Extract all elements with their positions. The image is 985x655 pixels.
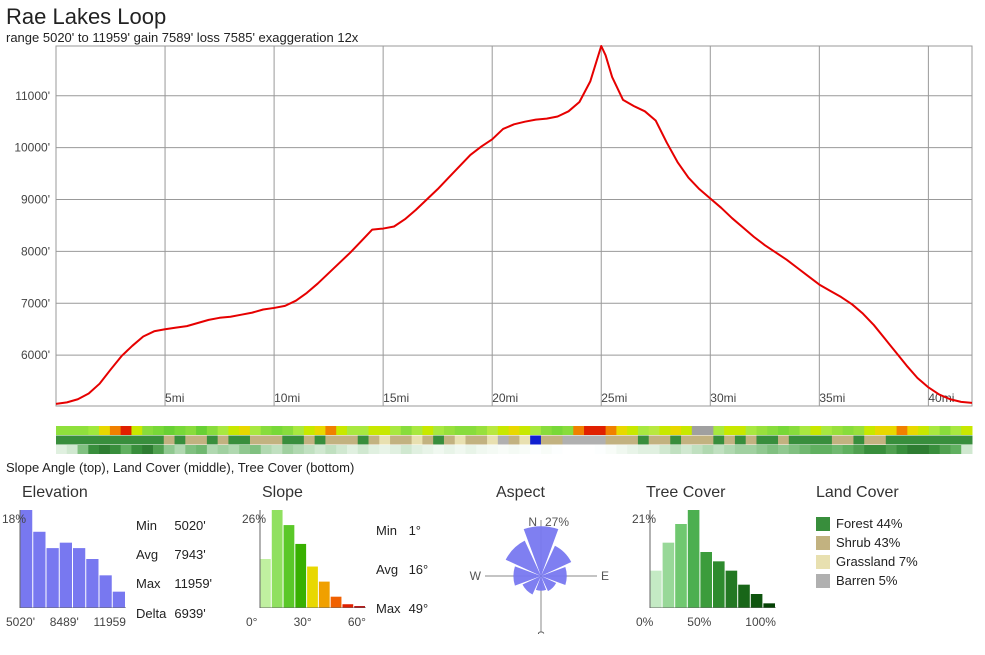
slope-peak-label: 26% [242,512,266,526]
treecover-panel: Tree Cover 21% 0% 50% 100% [636,484,816,650]
treecover-peak-label: 21% [632,512,656,526]
landcover-label: Grassland 7% [836,554,918,569]
svg-text:5mi: 5mi [165,391,184,405]
svg-text:27%: 27% [545,515,569,529]
svg-text:15mi: 15mi [383,391,409,405]
landcover-swatch [816,574,830,588]
tree-axis-1: 50% [687,615,711,629]
aspect-panel-title: Aspect [466,484,636,502]
treecover-hist-axis: 0% 50% 100% [636,615,776,629]
svg-text:11000': 11000' [15,89,50,103]
slope-panel: Slope 26% 0° 30° 60° Min1° Avg16° Max49° [246,484,466,650]
elevation-stats: Min5020' Avg7943' Max11959' Delta6939' [134,510,220,629]
data-strips [6,426,978,454]
svg-text:7000': 7000' [21,296,50,310]
landcover-item: Barren 5% [816,573,976,588]
elev-axis-2: 11959 [94,615,126,629]
elev-delta: 6939' [174,600,218,627]
landcover-legend: Forest 44% Shrub 43% Grassland 7% Barren 5% [816,516,976,588]
treecover-histogram [636,510,776,608]
svg-text:35mi: 35mi [819,391,845,405]
landcover-item: Forest 44% [816,516,976,531]
svg-text:20mi: 20mi [492,391,518,405]
slope-axis-1: 30° [294,615,312,629]
tree-axis-0: 0% [636,615,653,629]
svg-text:30mi: 30mi [710,391,736,405]
slope-stats: Min1° Avg16° Max49° [374,510,436,629]
landcover-swatch [816,555,830,569]
svg-text:10mi: 10mi [274,391,300,405]
aspect-rose: N 27% S E W [466,506,616,634]
stats-panels: Elevation 18% 5020' 8489' 11959 Min5020'… [6,484,978,650]
svg-text:E: E [601,569,609,583]
slope-axis-0: 0° [246,615,257,629]
svg-text:10000': 10000' [14,141,50,155]
slope-axis-2: 60° [348,615,366,629]
elev-max: 11959' [174,571,218,598]
svg-text:S: S [537,629,545,634]
slope-min: 1° [409,512,435,549]
elevation-panel: Elevation 18% 5020' 8489' 11959 Min5020'… [6,484,246,650]
svg-text:W: W [470,569,482,583]
svg-text:8000': 8000' [21,244,50,258]
landcover-label: Shrub 43% [836,535,900,550]
slope-max: 49° [409,590,435,627]
landcover-swatch [816,536,830,550]
svg-text:9000': 9000' [21,193,50,207]
elevation-profile-chart: 6000' 7000' 8000' 9000' 10000' 11000' 5mi 10mi 1… [6,42,978,424]
landcover-item: Shrub 43% [816,535,976,550]
slope-hist-axis: 0° 30° 60° [246,615,366,629]
elevation-profile-svg: 6000' 7000' 8000' 9000' 10000' 11000' 5mi 10mi 1… [6,42,978,424]
landcover-swatch [816,517,830,531]
elev-axis-0: 5020' [6,615,35,629]
elevation-hist-axis: 5020' 8489' 11959 [6,615,126,629]
svg-text:40mi: 40mi [928,391,954,405]
elev-min: 5020' [174,512,218,539]
landcover-panel: Land Cover Forest 44% Shrub 43% Grassland … [816,484,976,650]
tree-axis-2: 100% [745,615,776,629]
strips-caption: Slope Angle (top), Land Cover (middle), … [6,460,354,475]
elevation-peak-label: 18% [2,512,26,526]
data-strips-svg [6,426,978,454]
landcover-item: Grassland 7% [816,554,976,569]
treecover-panel-title: Tree Cover [636,484,816,502]
elev-axis-1: 8489' [50,615,79,629]
aspect-panel: Aspect N 27% S E W [466,484,636,650]
elev-avg: 7943' [174,541,218,568]
svg-text:25mi: 25mi [601,391,627,405]
page-title: Rae Lakes Loop [0,0,985,30]
elevation-panel-title: Elevation [6,484,246,502]
svg-text:N: N [528,515,537,529]
slope-panel-title: Slope [246,484,466,502]
landcover-panel-title: Land Cover [816,484,976,502]
svg-text:6000': 6000' [21,348,50,362]
landcover-label: Forest 44% [836,516,902,531]
landcover-label: Barren 5% [836,573,897,588]
slope-avg: 16° [409,551,435,588]
